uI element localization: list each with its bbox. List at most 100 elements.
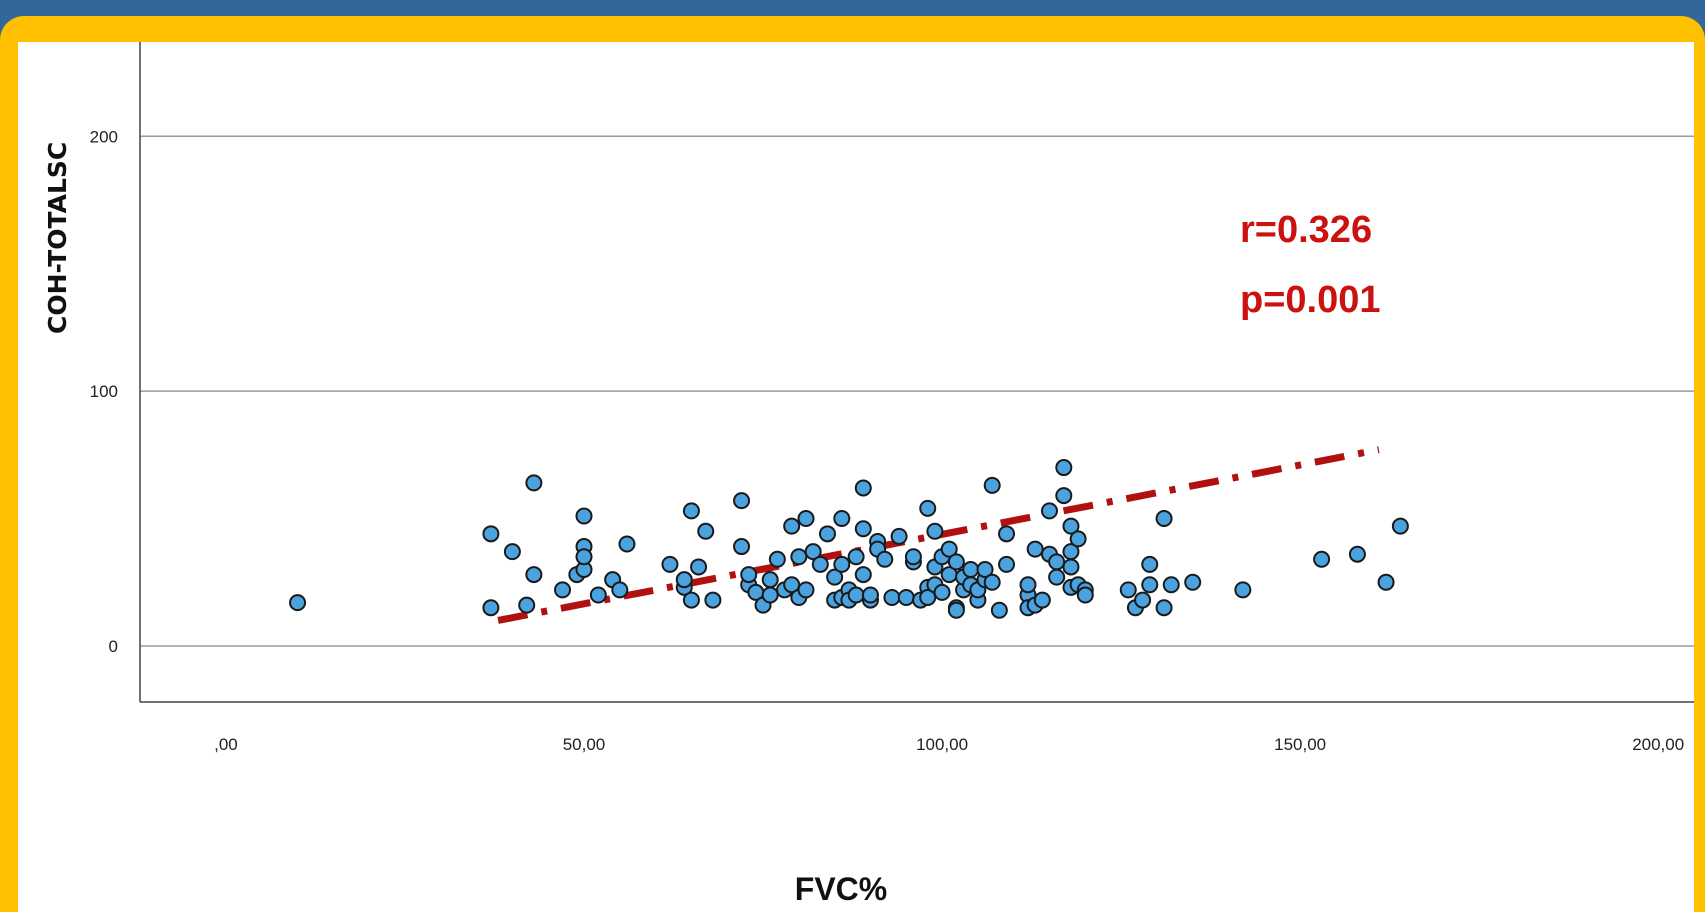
- data-point: [733, 492, 751, 510]
- data-point: [733, 538, 751, 556]
- data-point: [1069, 530, 1087, 548]
- data-point: [983, 573, 1001, 591]
- data-point: [833, 510, 851, 528]
- data-point: [783, 517, 801, 535]
- y-tick-label: 100: [90, 382, 118, 401]
- data-point: [575, 548, 593, 566]
- data-point: [854, 566, 872, 584]
- axes: [139, 42, 1694, 703]
- data-point: [790, 548, 808, 566]
- data-point: [682, 502, 700, 520]
- data-point: [704, 591, 722, 609]
- data-point: [1141, 555, 1159, 573]
- data-point: [890, 527, 908, 545]
- data-point: [740, 566, 758, 584]
- data-point: [854, 479, 872, 497]
- data-point: [518, 596, 536, 614]
- data-point: [847, 586, 865, 604]
- data-point: [682, 591, 700, 609]
- data-point: [940, 540, 958, 558]
- data-points: [289, 459, 1409, 619]
- data-point: [1391, 517, 1409, 535]
- data-point: [1062, 517, 1080, 535]
- data-point: [575, 507, 593, 525]
- data-point: [811, 555, 829, 573]
- y-tick-label: 0: [109, 637, 118, 656]
- x-tick-label: 100,00: [916, 735, 968, 754]
- data-point: [1348, 545, 1366, 563]
- data-point: [690, 558, 708, 576]
- data-point: [947, 601, 965, 619]
- data-point: [1141, 576, 1159, 594]
- data-point: [1055, 487, 1073, 505]
- data-point: [611, 581, 629, 599]
- data-point: [1162, 576, 1180, 594]
- data-point: [482, 525, 500, 543]
- data-point: [761, 571, 779, 589]
- data-point: [947, 553, 965, 571]
- x-tick-label: 150,00: [1274, 735, 1326, 754]
- data-point: [854, 520, 872, 538]
- data-point: [783, 576, 801, 594]
- data-point: [618, 535, 636, 553]
- data-point: [818, 525, 836, 543]
- data-point: [1155, 599, 1173, 617]
- data-point: [1040, 502, 1058, 520]
- data-point: [904, 548, 922, 566]
- data-point: [661, 555, 679, 573]
- data-point: [768, 550, 786, 568]
- data-point: [1048, 553, 1066, 571]
- correlation-r-label: r=0.326: [1240, 209, 1372, 251]
- data-point: [1377, 573, 1395, 591]
- x-tick-label: 200,00: [1632, 735, 1684, 754]
- y-tick-label: 200: [90, 127, 118, 146]
- data-point: [482, 599, 500, 617]
- data-point: [1026, 540, 1044, 558]
- data-point: [876, 550, 894, 568]
- data-point: [976, 560, 994, 578]
- data-point: [589, 586, 607, 604]
- data-point: [847, 548, 865, 566]
- data-point: [1234, 581, 1252, 599]
- data-point: [933, 583, 951, 601]
- data-point: [1184, 573, 1202, 591]
- data-point: [990, 601, 1008, 619]
- chart-panel: 0 100 200,00 50,00 100,00 150,00 200,00 COH-TO…: [18, 42, 1694, 912]
- data-point: [1313, 550, 1331, 568]
- data-point: [1062, 543, 1080, 561]
- data-point: [861, 586, 879, 604]
- data-point: [525, 474, 543, 492]
- data-point: [554, 581, 572, 599]
- data-point: [675, 571, 693, 589]
- data-point: [804, 543, 822, 561]
- data-point: [525, 566, 543, 584]
- data-point: [833, 555, 851, 573]
- data-point: [503, 543, 521, 561]
- data-point: [883, 589, 901, 607]
- data-point: [983, 476, 1001, 494]
- data-point: [797, 581, 815, 599]
- y-axis-label: COH-TOTALSC: [43, 142, 72, 334]
- x-axis-label: FVC%: [795, 871, 887, 907]
- data-point: [897, 589, 915, 607]
- correlation-p-label: p=0.001: [1240, 279, 1381, 321]
- data-point: [697, 522, 715, 540]
- data-point: [1062, 558, 1080, 576]
- data-point: [1055, 459, 1073, 477]
- data-point: [797, 510, 815, 528]
- grid-lines: [140, 135, 1694, 647]
- data-point: [998, 525, 1016, 543]
- data-point: [1033, 591, 1051, 609]
- data-point: [761, 586, 779, 604]
- data-point: [1155, 510, 1173, 528]
- data-point: [962, 560, 980, 578]
- data-point: [289, 594, 307, 612]
- data-point: [1048, 568, 1066, 586]
- data-point: [826, 568, 844, 586]
- x-tick-label: 50,00: [563, 735, 606, 754]
- x-tick-label: ,00: [214, 735, 238, 754]
- data-point: [998, 555, 1016, 573]
- data-point: [926, 522, 944, 540]
